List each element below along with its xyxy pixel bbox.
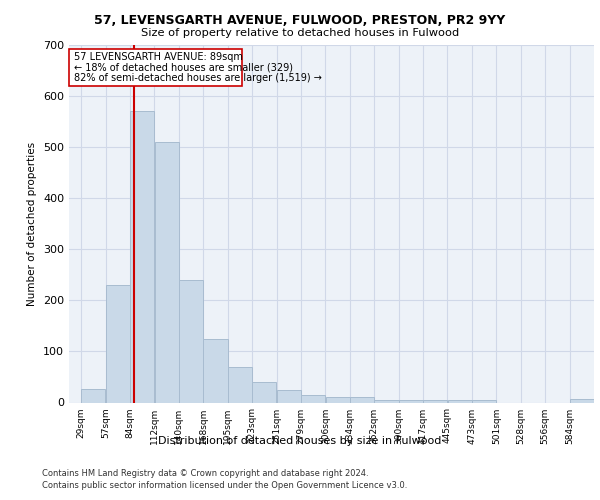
Bar (374, 400, 398, 402)
Bar (399, 400, 423, 402)
Text: 57, LEVENSGARTH AVENUE, FULWOOD, PRESTON, PR2 9YY: 57, LEVENSGARTH AVENUE, FULWOOD, PRESTON… (94, 14, 506, 27)
Bar (130, 112, 154, 403)
Bar (277, 390, 301, 402)
Bar (448, 400, 472, 402)
Text: Distribution of detached houses by size in Fulwood: Distribution of detached houses by size … (158, 436, 442, 446)
Bar (472, 400, 496, 402)
FancyBboxPatch shape (69, 49, 242, 86)
Text: 57 LEVENSGARTH AVENUE: 89sqm: 57 LEVENSGARTH AVENUE: 89sqm (74, 52, 243, 62)
Bar (350, 398, 374, 402)
Bar (82, 388, 106, 402)
Bar (203, 338, 227, 402)
Bar (570, 399, 594, 402)
Text: Contains public sector information licensed under the Open Government Licence v3: Contains public sector information licen… (42, 480, 407, 490)
Bar (179, 280, 203, 402)
Text: 82% of semi-detached houses are larger (1,519) →: 82% of semi-detached houses are larger (… (74, 73, 322, 83)
Bar (423, 400, 448, 402)
Text: ← 18% of detached houses are smaller (329): ← 18% of detached houses are smaller (32… (74, 62, 293, 72)
Bar (326, 398, 350, 402)
Bar (106, 285, 130, 403)
Text: Size of property relative to detached houses in Fulwood: Size of property relative to detached ho… (141, 28, 459, 38)
Bar (155, 142, 179, 403)
Bar (252, 382, 277, 402)
Bar (301, 395, 325, 402)
Y-axis label: Number of detached properties: Number of detached properties (28, 142, 37, 306)
Bar (228, 367, 252, 402)
Text: Contains HM Land Registry data © Crown copyright and database right 2024.: Contains HM Land Registry data © Crown c… (42, 470, 368, 478)
